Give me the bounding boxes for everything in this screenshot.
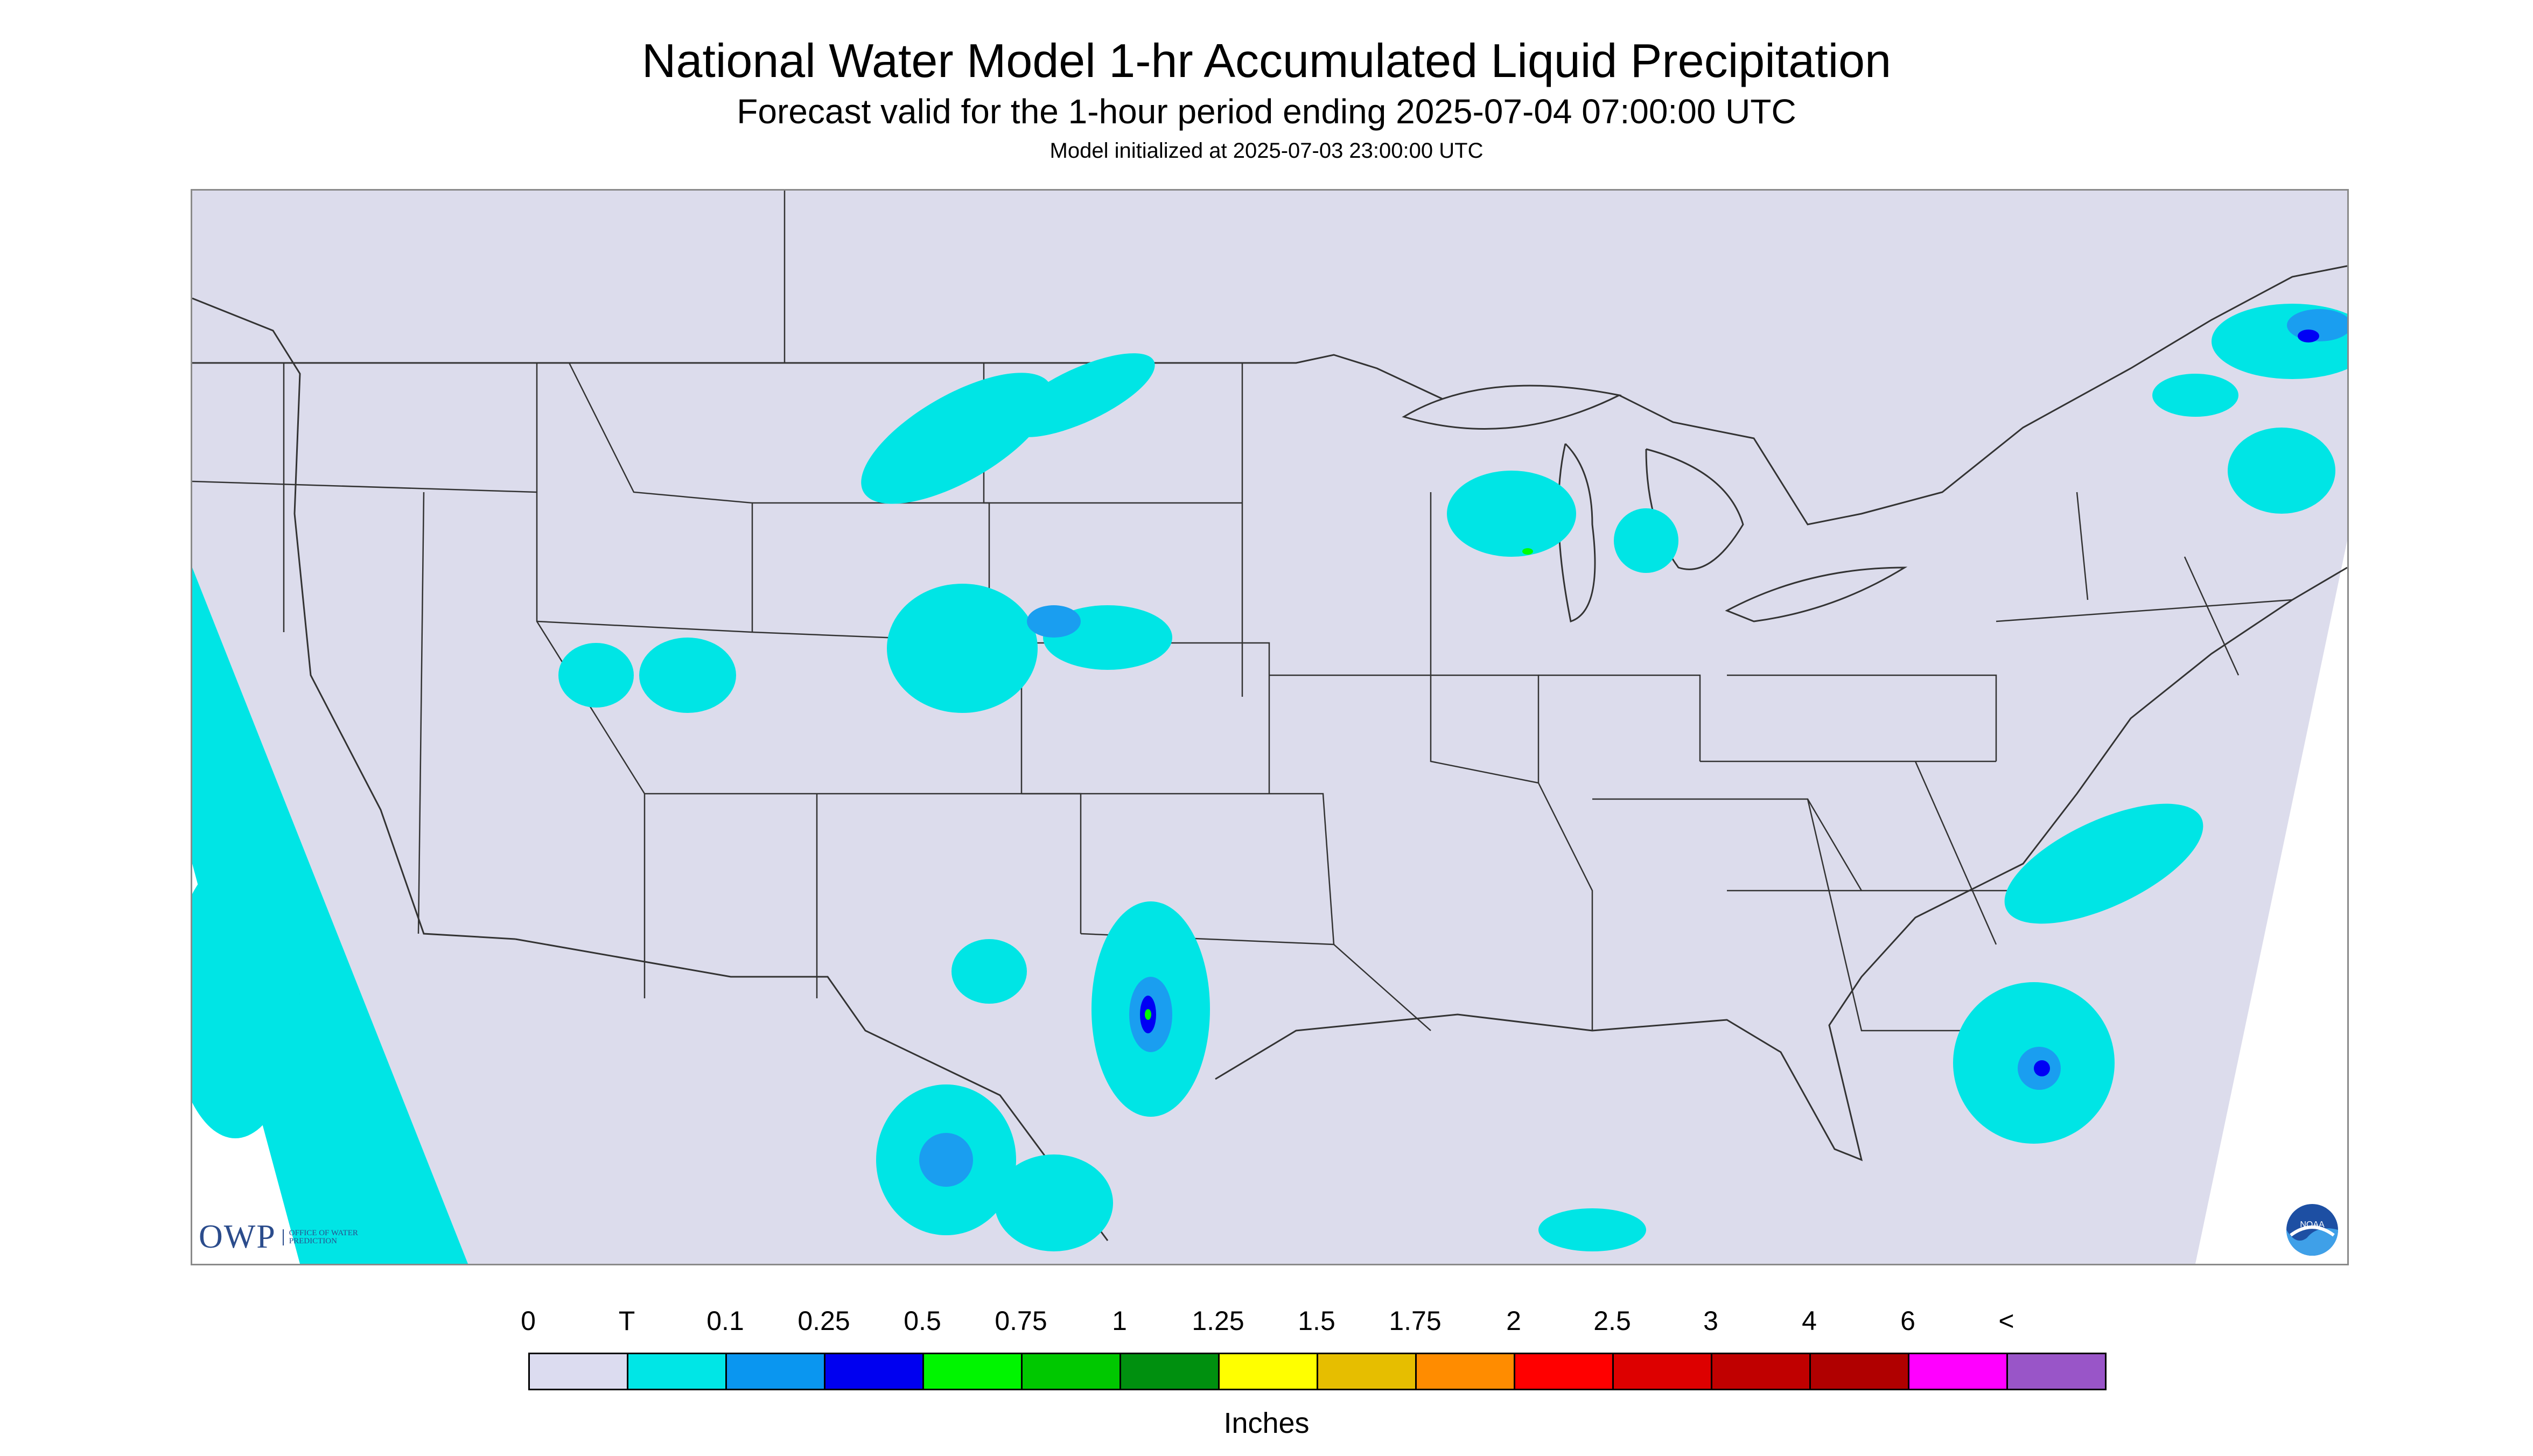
legend-label-8: 1.5 <box>1298 1306 1335 1336</box>
pacific-coastline <box>192 297 516 940</box>
legend-label-6: 1 <box>1112 1306 1127 1336</box>
legend-swatch-11 <box>1614 1354 1712 1389</box>
legend-label-9: 1.75 <box>1389 1306 1442 1336</box>
legend-swatch-4 <box>924 1354 1023 1389</box>
legend-label-5: 0.75 <box>995 1306 1047 1336</box>
legend-label-11: 2.5 <box>1593 1306 1631 1336</box>
legend-swatch-13 <box>1811 1354 1909 1389</box>
legend-label-15: < <box>1998 1306 2014 1336</box>
legend-label-10: 2 <box>1506 1306 1521 1336</box>
map-canvas <box>192 191 2347 1264</box>
owp-letters: OWP <box>199 1219 276 1255</box>
owp-subtitle: OFFICE OF WATER PREDICTION <box>282 1229 359 1245</box>
legend-label-14: 6 <box>1900 1306 1915 1336</box>
legend-swatch-3 <box>825 1354 924 1389</box>
precipitation-light-areas <box>919 309 2347 1187</box>
precipitation-trace-areas <box>192 304 2347 1264</box>
legend-swatch-12 <box>1712 1354 1811 1389</box>
noaa-text: NOAA <box>2300 1220 2325 1229</box>
legend-swatch-1 <box>628 1354 727 1389</box>
legend-swatch-9 <box>1417 1354 1515 1389</box>
us-canada-border <box>192 265 2347 526</box>
map-subtitle: Forecast valid for the 1-hour period end… <box>737 92 1796 131</box>
owp-logo: OWP OFFICE OF WATER PREDICTION <box>199 1218 359 1256</box>
legend-label-2: 0.1 <box>706 1306 744 1336</box>
legend-swatch-0 <box>530 1354 628 1389</box>
us-mexico-border <box>515 938 1109 1241</box>
legend-swatch-10 <box>1515 1354 1614 1389</box>
legend-label-12: 3 <box>1703 1306 1718 1336</box>
legend-colorbar <box>528 1353 2107 1390</box>
legend-swatch-2 <box>727 1354 825 1389</box>
legend-label-3: 0.25 <box>797 1306 850 1336</box>
lake-superior <box>1402 384 1622 430</box>
legend-swatch-15 <box>2008 1354 2105 1389</box>
map-title: National Water Model 1-hr Accumulated Li… <box>641 34 1892 87</box>
gulf-atlantic-coastline <box>1215 566 2347 1161</box>
state-borders <box>192 191 2293 1032</box>
lake-erie <box>1725 566 1908 622</box>
precipitation-map <box>191 189 2349 1265</box>
legend-units: Inches <box>1223 1407 1310 1439</box>
legend-label-13: 4 <box>1802 1306 1817 1336</box>
precipitation-green-areas <box>1145 548 1533 1020</box>
legend-label-4: 0.5 <box>904 1306 941 1336</box>
legend-swatch-6 <box>1121 1354 1220 1389</box>
legend-swatch-5 <box>1023 1354 1121 1389</box>
legend-swatch-14 <box>1909 1354 2008 1389</box>
legend-label-7: 1.25 <box>1192 1306 1244 1336</box>
model-init-text: Model initialized at 2025-07-03 23:00:00… <box>1049 139 1484 163</box>
legend-label-0: 0 <box>521 1306 536 1336</box>
legend-swatch-7 <box>1220 1354 1318 1389</box>
legend-swatch-8 <box>1318 1354 1417 1389</box>
legend-label-1: T <box>618 1306 635 1336</box>
noaa-logo: NOAA <box>2286 1204 2338 1256</box>
